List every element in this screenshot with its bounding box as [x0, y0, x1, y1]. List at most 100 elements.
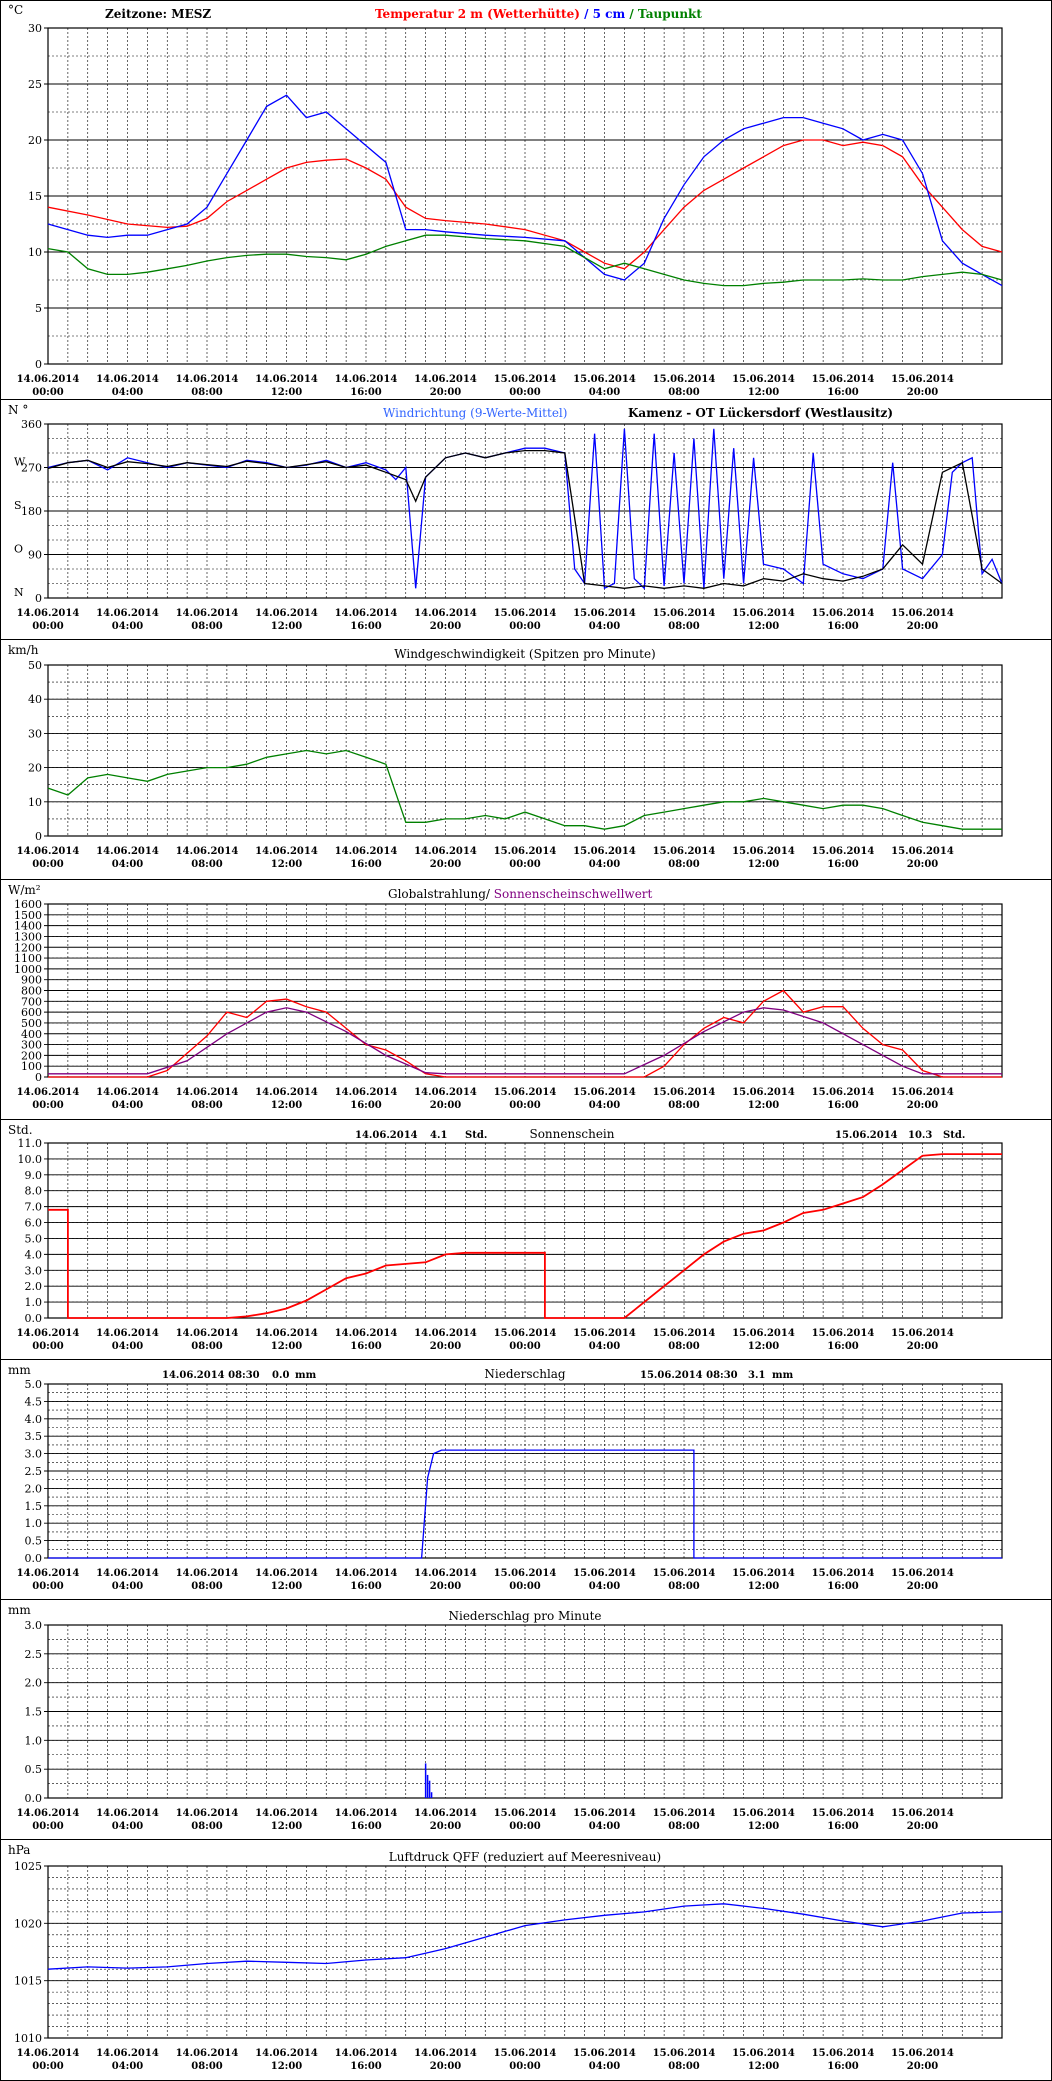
chart-title: Sonnenschein [529, 1127, 614, 1141]
y-tick-label: 3.0 [25, 1264, 43, 1277]
x-tick-date: 14.06.2014 [17, 1808, 80, 1819]
x-tick-time: 00:00 [32, 2061, 64, 2072]
y-tick-label: 90 [28, 549, 42, 562]
compass-label: W [14, 456, 26, 469]
precip-panel: 0.00.51.01.52.02.53.03.54.04.55.0mm14.06… [8, 1363, 1003, 1592]
x-tick-date: 14.06.2014 [335, 374, 398, 385]
x-tick-time: 04:00 [589, 1821, 621, 1832]
y-tick-label: 1100 [14, 952, 42, 965]
y-tick-label: 1.5 [25, 1706, 43, 1719]
x-tick-date: 14.06.2014 [414, 2048, 477, 2059]
compass-label: N [14, 586, 24, 599]
x-tick-date: 15.06.2014 [494, 1087, 557, 1098]
x-tick-time: 12:00 [748, 1821, 780, 1832]
y-tick-label: 400 [21, 1028, 42, 1041]
x-tick-date: 15.06.2014 [573, 2048, 636, 2059]
y-tick-label: 7.0 [25, 1201, 43, 1214]
x-tick-date: 14.06.2014 [17, 1087, 80, 1098]
x-tick-date: 15.06.2014 [732, 2048, 795, 2059]
series-line [47, 449, 1003, 589]
unit-label: Std. [8, 1123, 33, 1137]
x-tick-time: 20:00 [430, 2061, 462, 2072]
x-tick-date: 14.06.2014 [96, 2048, 159, 2059]
summary-value: 0.0 [272, 1370, 289, 1381]
x-tick-time: 08:00 [191, 859, 223, 870]
x-tick-time: 04:00 [112, 2061, 144, 2072]
x-tick-date: 14.06.2014 [176, 374, 239, 385]
x-tick-time: 04:00 [112, 387, 144, 398]
x-tick-date: 15.06.2014 [732, 1568, 795, 1579]
y-tick-label: 800 [21, 985, 42, 998]
x-tick-date: 14.06.2014 [176, 1087, 239, 1098]
x-tick-time: 12:00 [748, 1341, 780, 1352]
x-tick-date: 15.06.2014 [891, 1568, 954, 1579]
plot-frame [47, 664, 1003, 837]
plot-frame [47, 1142, 1003, 1319]
temperature-panel: 0 5 10 15 20 25 30 °C 14.06.2014 00:00 14.06.2014 0… [8, 3, 1003, 398]
x-tick-time: 16:00 [350, 1821, 382, 1832]
chart-title: Globalstrahlung/ Sonnenscheinschwellwert [388, 887, 653, 901]
x-tick-time: 20:00 [907, 1341, 939, 1352]
series-line [48, 1007, 1002, 1075]
y-tick-label: 900 [21, 974, 42, 987]
wind_speed-panel: 0 10 20 30 40 50 km/h 14.06.2014 00:00 14.06.2014… [8, 643, 1003, 870]
x-tick-date: 15.06.2014 [812, 1087, 875, 1098]
summary-unit: Std. [943, 1130, 965, 1141]
summary-value: 10.3 [908, 1130, 932, 1141]
station-name: Kamenz - OT Lückersdorf (Westlausitz) [628, 406, 893, 420]
x-tick-date: 15.06.2014 [653, 1568, 716, 1579]
x-tick-date: 14.06.2014 [96, 846, 159, 857]
y-tick-label: 2.5 [25, 1465, 43, 1478]
x-tick-time: 08:00 [191, 621, 223, 632]
y-tick-label: 600 [21, 1006, 42, 1019]
y-tick-label: 180 [21, 505, 42, 518]
y-tick-label: 1300 [14, 930, 42, 943]
chart-title: Niederschlag pro Minute [448, 1609, 601, 1623]
x-tick-time: 20:00 [907, 2061, 939, 2072]
series-line [47, 234, 1003, 287]
wind_direction-panel: 0 90 180 270 360 N O S W N ° 14.06.2014 00:00 14.06.… [8, 403, 1003, 632]
x-tick-time: 20:00 [430, 1821, 462, 1832]
x-tick-time: 04:00 [589, 387, 621, 398]
x-tick-date: 15.06.2014 [732, 846, 795, 857]
unit-label: mm [8, 1603, 31, 1617]
x-tick-time: 00:00 [32, 1100, 64, 1111]
y-tick-label: 0.0 [25, 1792, 43, 1805]
x-tick-time: 00:00 [32, 387, 64, 398]
unit-label: N ° [8, 403, 28, 417]
chart-title: Luftdruck QFF (reduziert auf Meeresnivea… [389, 1850, 661, 1864]
x-tick-date: 15.06.2014 [573, 374, 636, 385]
x-tick-time: 16:00 [827, 1341, 859, 1352]
x-tick-date: 15.06.2014 [494, 1808, 557, 1819]
x-tick-date: 15.06.2014 [812, 1568, 875, 1579]
x-tick-date: 14.06.2014 [255, 1328, 318, 1339]
y-tick-label: 6.0 [25, 1217, 43, 1230]
x-tick-time: 04:00 [589, 1341, 621, 1352]
x-tick-time: 12:00 [748, 387, 780, 398]
summary-date: 15.06.2014 08:30 [640, 1370, 738, 1381]
sunshine-panel: 0.01.02.03.04.05.06.07.08.09.010.011.0St… [8, 1123, 1003, 1352]
x-tick-date: 15.06.2014 [494, 374, 557, 385]
x-tick-time: 20:00 [430, 1341, 462, 1352]
chart-title: Niederschlag [484, 1367, 566, 1381]
plot-frame [47, 27, 1003, 365]
y-tick-label: 0 [35, 358, 42, 371]
x-tick-date: 15.06.2014 [732, 374, 795, 385]
radiation-panel: 0100200300400500600700800900100011001200… [8, 883, 1003, 1111]
x-tick-date: 14.06.2014 [414, 1328, 477, 1339]
x-tick-date: 14.06.2014 [255, 608, 318, 619]
x-tick-date: 15.06.2014 [573, 608, 636, 619]
x-tick-date: 14.06.2014 [176, 1808, 239, 1819]
x-tick-time: 12:00 [271, 1821, 303, 1832]
x-tick-time: 16:00 [827, 387, 859, 398]
y-tick-label: 5.0 [25, 1378, 43, 1391]
x-tick-date: 15.06.2014 [573, 1087, 636, 1098]
x-tick-date: 15.06.2014 [891, 2048, 954, 2059]
x-tick-time: 08:00 [668, 1581, 700, 1592]
x-tick-date: 14.06.2014 [414, 1808, 477, 1819]
x-tick-time: 20:00 [430, 621, 462, 632]
x-tick-time: 20:00 [907, 387, 939, 398]
x-tick-date: 14.06.2014 [335, 1087, 398, 1098]
compass-label: S [14, 499, 22, 512]
